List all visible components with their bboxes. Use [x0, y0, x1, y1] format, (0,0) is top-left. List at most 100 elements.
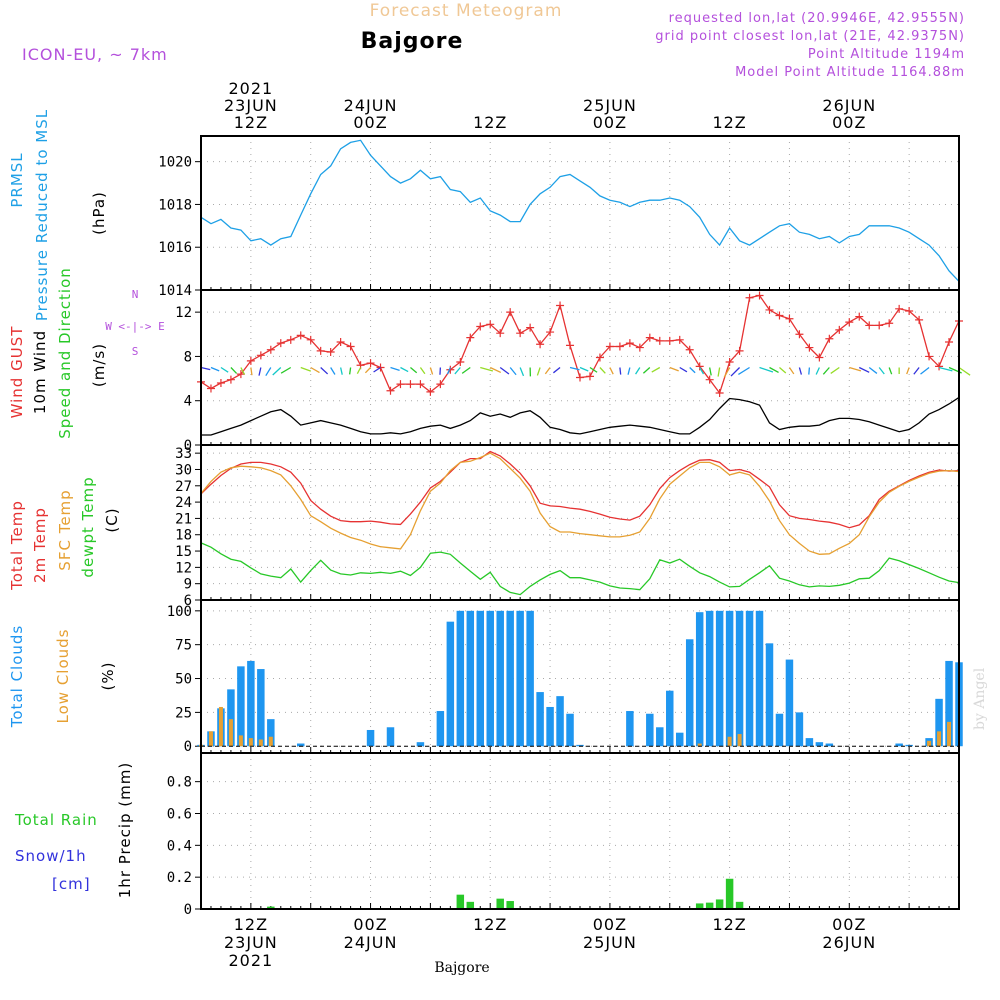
- series-line-prmsl: [200, 139, 960, 282]
- wind-arrow: [689, 367, 696, 374]
- bar-low-clouds: [258, 739, 263, 747]
- bar-total-rain: [496, 898, 504, 909]
- y-tick-label: 4: [184, 394, 192, 410]
- bar-total-rain: [725, 878, 734, 909]
- bar-total-clouds: [765, 643, 774, 747]
- location-title: Bajgore: [361, 29, 464, 54]
- gust-point: [546, 328, 555, 337]
- bar-total-rain: [695, 903, 704, 909]
- bar-total-clouds: [566, 713, 574, 747]
- y-tick-label: 0: [184, 438, 192, 454]
- bar-low-clouds: [927, 740, 932, 747]
- bottom-time-label: 24JUN: [344, 933, 398, 952]
- wind-arrow: [200, 366, 211, 371]
- y-tick-label: 0.8: [167, 775, 192, 791]
- gust-point: [316, 346, 325, 355]
- bottom-time-label: 26JUN: [822, 933, 876, 952]
- gust-point: [765, 305, 774, 314]
- bar-total-rain: [705, 902, 714, 909]
- gust-point: [795, 330, 804, 339]
- bar-total-clouds: [436, 711, 445, 747]
- bar-total-clouds: [755, 610, 764, 747]
- gust-point: [855, 312, 864, 321]
- wind-arrow: [419, 367, 426, 375]
- gust-label: Wind GUST: [8, 326, 26, 419]
- bar-total-clouds: [695, 612, 704, 747]
- y-tick-label: 1020: [158, 155, 192, 171]
- gust-point: [206, 384, 215, 393]
- bar-total-clouds: [675, 732, 684, 747]
- model-label: ICON-EU, ~ 7km: [22, 45, 168, 64]
- wind-arrow: [858, 366, 870, 373]
- gust-point: [396, 380, 405, 389]
- wind-arrow: [544, 367, 551, 375]
- top-time-label: 23JUN: [224, 96, 278, 115]
- wind-arrow: [730, 367, 741, 377]
- low-clouds-label: Low Clouds: [54, 629, 72, 724]
- bar-low-clouds: [737, 734, 742, 747]
- pressure-unit: (hPa): [90, 191, 108, 235]
- wind-arrow: [599, 367, 606, 374]
- wind-arrow: [429, 367, 434, 375]
- gust-point: [496, 329, 505, 338]
- wind-arrow: [258, 367, 262, 376]
- wind-arrow: [364, 367, 372, 374]
- wind-arrow: [913, 367, 920, 375]
- bar-total-clouds: [825, 743, 834, 747]
- y-tick-label: 0.6: [167, 806, 192, 822]
- wind-arrow: [356, 367, 362, 374]
- wind-arrow: [280, 366, 292, 374]
- bar-total-clouds: [775, 713, 784, 747]
- wind-arrow: [669, 366, 679, 372]
- gust-point: [236, 370, 245, 379]
- gust-point: [615, 342, 624, 351]
- bar-total-clouds: [685, 639, 694, 747]
- temp-unit: (C): [103, 507, 121, 532]
- compass-n: N: [132, 288, 139, 301]
- gust-point: [935, 362, 944, 371]
- bottom-time-label: 2021: [229, 951, 274, 970]
- bar-total-clouds: [576, 744, 584, 747]
- wind-arrow: [272, 367, 282, 376]
- y-tick-label: 100: [167, 604, 192, 620]
- wind-arrow: [320, 367, 329, 375]
- wind-arrow: [651, 366, 661, 373]
- wind-arrow: [938, 366, 953, 372]
- top-time-label: 00Z: [353, 113, 387, 132]
- gust-point: [216, 379, 225, 387]
- footer-location: Bajgore: [434, 960, 489, 976]
- bar-total-clouds: [795, 712, 804, 747]
- y-tick-label: 1018: [158, 197, 192, 213]
- wind-unit: (m/s): [90, 343, 108, 387]
- panel-frame: [200, 599, 960, 754]
- gust-point: [675, 335, 684, 344]
- bar-total-clouds: [386, 727, 395, 747]
- gust-point: [536, 340, 545, 349]
- clouds-unit: (%): [99, 662, 117, 691]
- credit-watermark: by Angel: [972, 667, 988, 730]
- y-tick-label: 12: [175, 560, 192, 576]
- sfc-temp-label: SFC Temp: [56, 489, 74, 570]
- y-tick-label: 12: [175, 305, 192, 321]
- wind-arrow: [310, 366, 320, 374]
- gust-point: [905, 307, 914, 316]
- wind-arrow: [589, 366, 598, 373]
- bar-low-clouds: [947, 721, 952, 747]
- bar-total-clouds: [895, 743, 903, 747]
- gust-point: [426, 387, 435, 396]
- series-line-sfc-temp: [200, 452, 960, 555]
- bar-total-clouds: [546, 706, 554, 747]
- wind-arrow: [679, 366, 688, 373]
- wind-arrow: [798, 367, 803, 375]
- bar-total-clouds: [267, 719, 275, 747]
- compass-s: S: [132, 345, 139, 358]
- gust-point: [476, 322, 485, 331]
- bar-low-clouds: [228, 719, 233, 747]
- wind-arrow: [240, 367, 246, 375]
- gust-point: [556, 301, 565, 310]
- gust-point: [785, 314, 794, 323]
- bar-total-clouds: [466, 610, 475, 747]
- wind-arrow: [446, 367, 451, 375]
- bar-total-clouds: [626, 711, 634, 747]
